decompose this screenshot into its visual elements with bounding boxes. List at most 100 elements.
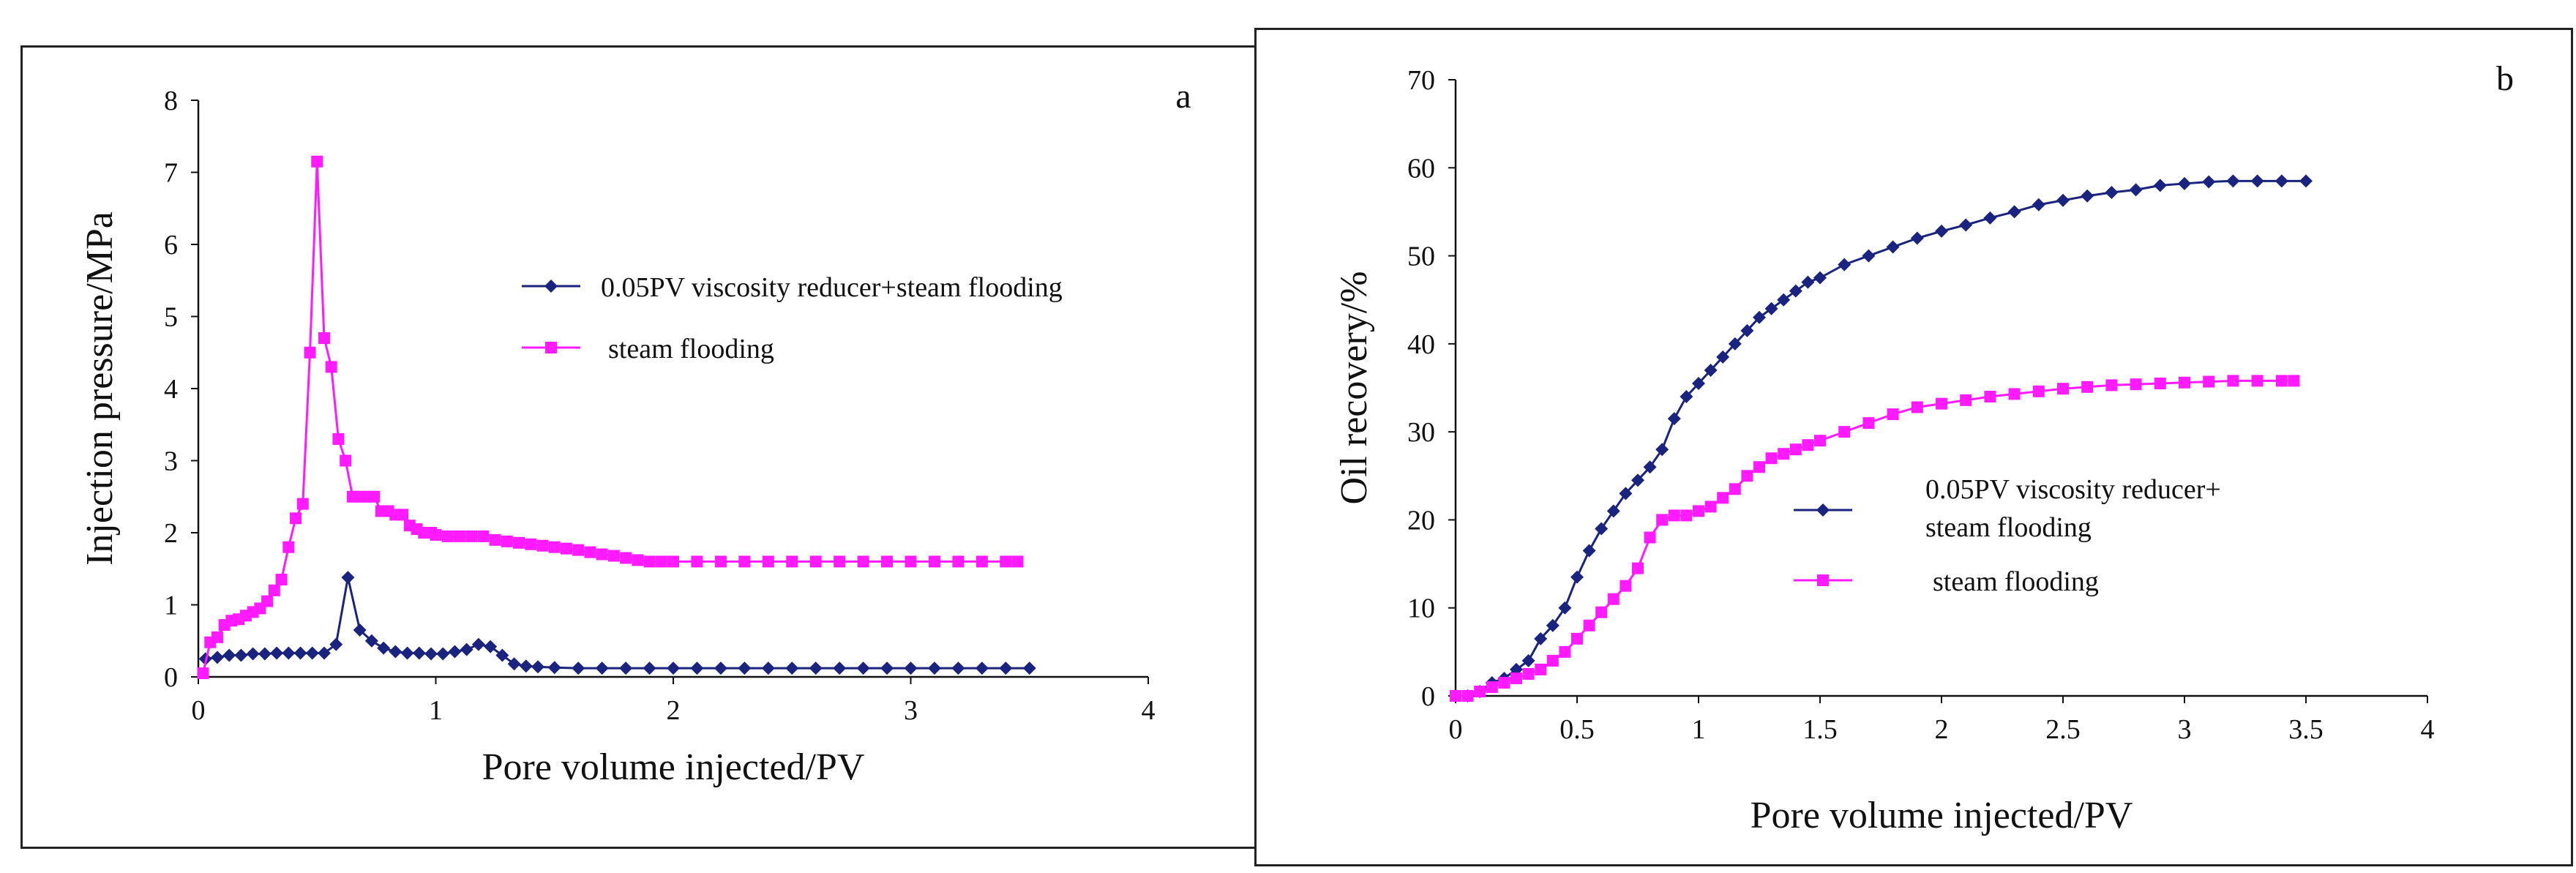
- data-point: [1559, 645, 1571, 658]
- data-point: [1984, 391, 1996, 403]
- data-point: [368, 490, 381, 503]
- data-point: [1631, 473, 1644, 487]
- data-point: [430, 528, 442, 541]
- data-point: [1692, 376, 1705, 390]
- x-tick-label: 3.5: [2288, 714, 2324, 745]
- data-point: [2288, 375, 2300, 387]
- data-point: [951, 662, 965, 675]
- data-point: [1534, 632, 1548, 645]
- data-point: [927, 662, 941, 675]
- data-point: [2274, 174, 2288, 188]
- data-point: [1753, 461, 1765, 473]
- legend-swatch-marker: [1817, 574, 1829, 586]
- data-point: [1753, 310, 1766, 324]
- data-point: [325, 361, 337, 373]
- y-tick-label: 0: [1421, 681, 1435, 712]
- data-point: [2250, 174, 2264, 188]
- y-axis-label: Oil recovery/%: [1333, 271, 1375, 504]
- data-point: [1959, 218, 1973, 232]
- data-point: [317, 646, 331, 660]
- data-point: [1801, 275, 1815, 289]
- data-point: [547, 661, 561, 675]
- series-line: [202, 161, 1018, 674]
- y-tick-label: 8: [164, 86, 178, 116]
- data-point: [2105, 185, 2119, 199]
- data-point: [2105, 379, 2118, 391]
- x-tick-label: 1.5: [1802, 714, 1838, 745]
- data-point: [2203, 375, 2215, 388]
- chart-panel-a: 0 1 2 3 4 0 1 2 3 4 5 6 7 8 Pore volume injected/PV Inj…: [20, 45, 1273, 849]
- data-point: [1886, 240, 1900, 254]
- legend-label: steam flooding: [608, 334, 774, 364]
- data-point: [1022, 662, 1036, 675]
- legend-swatch-marker: [544, 280, 558, 293]
- data-point: [2154, 377, 2166, 389]
- data-point: [2129, 183, 2143, 197]
- data-point: [690, 662, 704, 675]
- data-point: [1693, 505, 1704, 517]
- series-viscosity-reducer: [1449, 174, 2313, 702]
- data-point: [519, 659, 533, 673]
- data-point: [1728, 337, 1742, 351]
- data-point: [210, 651, 224, 664]
- panel-label: b: [2496, 59, 2514, 98]
- data-point: [833, 662, 847, 675]
- data-point: [2056, 193, 2070, 207]
- data-point: [311, 155, 323, 168]
- data-point: [477, 530, 490, 542]
- data-point: [834, 555, 846, 568]
- data-point: [584, 546, 596, 558]
- x-tick-label: 0.5: [1560, 714, 1595, 745]
- series-viscosity-reducer: [198, 571, 1036, 675]
- data-point: [377, 641, 391, 655]
- data-point: [667, 662, 680, 675]
- data-point: [1558, 601, 1572, 615]
- data-point: [1011, 555, 1024, 568]
- data-point: [296, 498, 309, 510]
- data-point: [2081, 189, 2094, 203]
- data-point: [1813, 271, 1827, 285]
- data-point: [531, 660, 545, 674]
- data-point: [809, 662, 823, 675]
- data-point: [222, 648, 236, 662]
- series-steam-flooding: [197, 155, 1024, 680]
- data-point: [460, 642, 473, 656]
- x-tick-label: 3: [2178, 714, 2192, 745]
- data-point: [2226, 174, 2240, 188]
- data-point: [304, 346, 316, 359]
- data-point: [1802, 439, 1814, 452]
- data-point: [2299, 174, 2313, 188]
- data-point: [424, 647, 438, 661]
- data-point: [389, 645, 402, 659]
- data-point: [2178, 176, 2191, 190]
- data-point: [513, 536, 525, 549]
- data-point: [1583, 619, 1595, 632]
- data-point: [761, 662, 775, 675]
- panel-label: a: [1175, 77, 1191, 116]
- data-point: [857, 555, 869, 568]
- data-point: [258, 647, 272, 661]
- data-point: [619, 662, 633, 675]
- data-point: [1704, 501, 1717, 513]
- data-point: [261, 595, 274, 607]
- data-point: [2202, 175, 2216, 189]
- data-point: [1910, 231, 1924, 245]
- data-point: [1777, 293, 1791, 307]
- legend-swatch-marker: [545, 342, 557, 353]
- data-point: [441, 530, 454, 542]
- x-tick-label: 2: [667, 695, 681, 726]
- y-tick-label: 4: [164, 374, 178, 405]
- data-point: [655, 555, 667, 568]
- series-line: [1456, 379, 2294, 697]
- data-point: [643, 555, 656, 568]
- data-point: [572, 544, 585, 556]
- data-point: [905, 555, 917, 568]
- data-point: [762, 555, 774, 568]
- series-line: [1456, 179, 2306, 697]
- data-point: [246, 647, 260, 661]
- data-point: [2081, 381, 2094, 393]
- data-point: [268, 584, 280, 596]
- data-point: [1606, 504, 1620, 518]
- data-point: [1983, 211, 1997, 225]
